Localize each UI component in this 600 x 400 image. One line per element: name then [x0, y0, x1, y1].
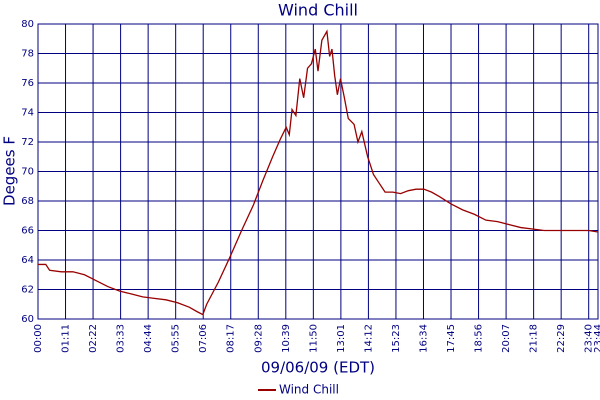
- y-tick-label: 72: [21, 137, 34, 148]
- x-tick-label: 04:44: [143, 324, 154, 353]
- x-tick-label: 09:28: [253, 324, 264, 353]
- y-tick-label: 70: [21, 167, 34, 178]
- x-tick-label: 14:12: [363, 324, 374, 353]
- x-tick-label: 16:34: [418, 324, 429, 353]
- x-tick-label: 08:17: [226, 324, 237, 353]
- x-tick-label: 22:29: [556, 324, 567, 353]
- x-tick-label: 23:44: [593, 324, 600, 353]
- x-tick-label: 05:55: [171, 324, 182, 353]
- x-tick-label: 21:18: [529, 324, 540, 353]
- y-tick-label: 64: [21, 255, 34, 266]
- y-tick-label: 76: [21, 78, 34, 89]
- data-line: [38, 29, 599, 316]
- x-tick-label: 13:01: [336, 324, 347, 353]
- x-tick-label: 23:40: [584, 324, 595, 353]
- y-tick-label: 62: [21, 285, 34, 296]
- x-tick-label: 00:00: [33, 324, 44, 353]
- x-tick-label: 18:56: [474, 324, 485, 353]
- y-axis-label: Degees F: [1, 136, 19, 206]
- y-tick-label: 66: [21, 226, 34, 237]
- y-tick-label: 74: [21, 108, 34, 119]
- y-tick-label: 78: [21, 49, 34, 60]
- x-tick-label: 17:45: [446, 324, 457, 353]
- x-tick-label: 10:39: [281, 324, 292, 353]
- x-tick-label: 15:23: [391, 324, 402, 353]
- x-axis-label: 09/06/09 (EDT): [261, 359, 375, 377]
- x-tick-label: 11:50: [308, 324, 319, 353]
- x-tick-label: 02:22: [88, 324, 99, 353]
- x-tick-label: 01:11: [61, 324, 72, 353]
- y-tick-label: 68: [21, 196, 34, 207]
- legend-label: Wind Chill: [279, 383, 339, 397]
- y-tick-label: 80: [21, 19, 34, 30]
- chart-title: Wind Chill: [278, 1, 358, 20]
- y-tick-label: 60: [21, 314, 34, 325]
- x-tick-label: 03:33: [116, 324, 127, 353]
- x-tick-label: 07:06: [198, 324, 209, 353]
- x-tick-label: 20:07: [501, 324, 512, 353]
